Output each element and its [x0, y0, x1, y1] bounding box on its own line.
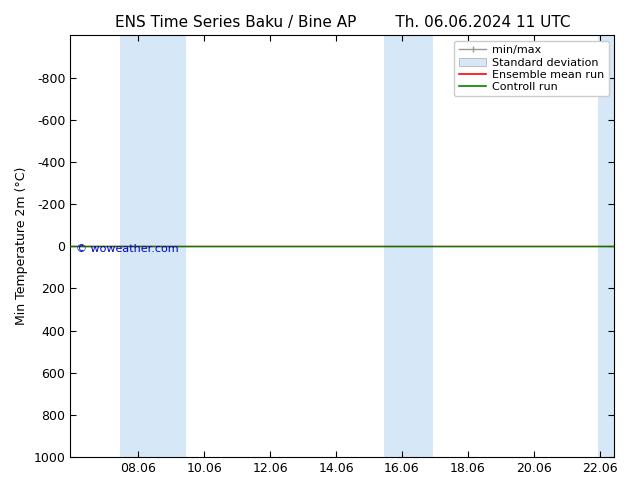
Legend: min/max, Standard deviation, Ensemble mean run, Controll run: min/max, Standard deviation, Ensemble me… — [455, 41, 609, 97]
Y-axis label: Min Temperature 2m (°C): Min Temperature 2m (°C) — [15, 167, 28, 325]
Bar — [598, 35, 614, 457]
Bar — [384, 35, 433, 457]
Bar — [120, 35, 186, 457]
Text: © woweather.com: © woweather.com — [75, 244, 178, 254]
Title: ENS Time Series Baku / Bine AP        Th. 06.06.2024 11 UTC: ENS Time Series Baku / Bine AP Th. 06.06… — [115, 15, 570, 30]
